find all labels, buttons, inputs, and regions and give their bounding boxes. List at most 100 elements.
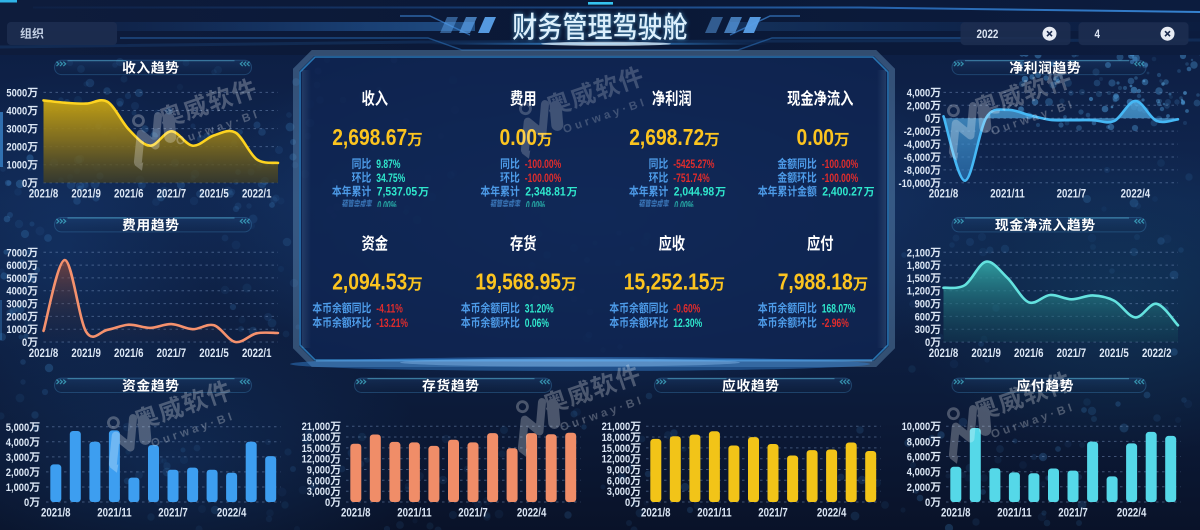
svg-text:2021/11: 2021/11: [397, 508, 432, 520]
svg-text:-4,000: -4,000: [904, 139, 931, 151]
svg-text:2021/11: 2021/11: [697, 508, 732, 520]
svg-text:1,500: 1,500: [907, 273, 930, 285]
svg-text:2,698.67: 2,698.67: [332, 124, 407, 150]
svg-text:0: 0: [925, 497, 930, 509]
svg-text:2021/8: 2021/8: [341, 508, 371, 520]
svg-text:12,000: 12,000: [302, 454, 331, 466]
svg-text:2021/9: 2021/9: [971, 348, 1001, 360]
svg-text:-0.60%: -0.60%: [673, 303, 700, 315]
svg-text:2021/8: 2021/8: [29, 189, 59, 201]
svg-text:2022/2: 2022/2: [1142, 348, 1172, 360]
svg-text:9.87%: 9.87%: [376, 159, 400, 171]
svg-text:15,252.15: 15,252.15: [624, 269, 710, 295]
svg-text:600: 600: [915, 311, 931, 323]
svg-text:0: 0: [24, 497, 29, 509]
svg-text:0: 0: [925, 113, 930, 125]
svg-text:2022/4: 2022/4: [817, 508, 847, 520]
svg-text:2022/4: 2022/4: [217, 508, 247, 520]
svg-text:3,000: 3,000: [307, 486, 330, 498]
svg-text:2021/5: 2021/5: [199, 189, 229, 201]
svg-text:2,044.98: 2,044.98: [674, 187, 715, 199]
svg-text:2022: 2022: [977, 27, 999, 41]
svg-text:34.75%: 34.75%: [376, 173, 405, 185]
svg-text:15,000: 15,000: [302, 443, 331, 455]
svg-text:2000: 2000: [6, 142, 27, 154]
svg-text:0: 0: [925, 337, 930, 349]
svg-text:-100.00%: -100.00%: [822, 159, 858, 171]
svg-text:2022/4: 2022/4: [1117, 508, 1147, 520]
svg-text:-751.74%: -751.74%: [673, 173, 709, 185]
svg-text:2021/6: 2021/6: [1014, 348, 1044, 360]
svg-text:-4.11%: -4.11%: [376, 303, 403, 315]
svg-text:2022/1: 2022/1: [242, 189, 272, 201]
svg-text:2,400.27: 2,400.27: [822, 187, 862, 199]
svg-text:2021/7: 2021/7: [157, 189, 187, 201]
svg-text:2022/4: 2022/4: [517, 508, 547, 520]
svg-text:2,348.81: 2,348.81: [525, 187, 566, 199]
svg-text:4000: 4000: [6, 286, 27, 298]
svg-text:2021/7: 2021/7: [157, 348, 187, 360]
svg-text:2021/11: 2021/11: [997, 508, 1032, 520]
svg-text:5000: 5000: [6, 273, 27, 285]
svg-text:4,000: 4,000: [6, 437, 29, 449]
svg-text:2021/7: 2021/7: [458, 508, 488, 520]
svg-text:2021/7: 2021/7: [1057, 189, 1087, 201]
svg-text:2000: 2000: [6, 311, 27, 323]
svg-text:-10,000: -10,000: [899, 178, 931, 190]
svg-text:-100.00%: -100.00%: [822, 173, 858, 185]
svg-text:2021/8: 2021/8: [929, 189, 959, 201]
svg-text:0.00%: 0.00%: [673, 201, 694, 213]
svg-text:2021/7: 2021/7: [1058, 508, 1088, 520]
svg-text:2021/9: 2021/9: [71, 348, 101, 360]
svg-text:15,000: 15,000: [602, 443, 631, 455]
svg-text:2021/7: 2021/7: [758, 508, 788, 520]
svg-text:2,000: 2,000: [6, 467, 29, 479]
svg-text:5,000: 5,000: [6, 422, 29, 434]
svg-text:0.00%: 0.00%: [525, 201, 546, 213]
svg-text:0.06%: 0.06%: [525, 318, 549, 330]
svg-text:6,000: 6,000: [307, 475, 330, 487]
svg-text:4000: 4000: [6, 106, 27, 118]
svg-text:0: 0: [22, 178, 27, 190]
svg-text:2,100: 2,100: [907, 247, 930, 259]
svg-text:-13.21%: -13.21%: [376, 318, 408, 330]
svg-text:-5425.27%: -5425.27%: [673, 159, 714, 171]
svg-text:-8,000: -8,000: [904, 165, 931, 177]
svg-text:12.30%: 12.30%: [673, 318, 702, 330]
svg-text:8,000: 8,000: [907, 436, 930, 448]
svg-text:5000: 5000: [6, 87, 27, 99]
svg-text:2021/8: 2021/8: [641, 508, 671, 520]
svg-text:10,000: 10,000: [902, 421, 931, 433]
svg-text:2021/6: 2021/6: [114, 348, 144, 360]
svg-text:4,000: 4,000: [907, 87, 930, 99]
svg-text:1000: 1000: [6, 160, 27, 172]
svg-text:2022/4: 2022/4: [1121, 189, 1151, 201]
svg-text:300: 300: [915, 324, 931, 336]
svg-text:6,000: 6,000: [907, 452, 930, 464]
svg-text:0: 0: [325, 497, 330, 509]
svg-text:18,000: 18,000: [602, 432, 631, 444]
svg-text:3,000: 3,000: [6, 452, 29, 464]
svg-text:2021/7: 2021/7: [1057, 348, 1087, 360]
svg-text:1,000: 1,000: [6, 482, 29, 494]
svg-text:2021/5: 2021/5: [199, 348, 229, 360]
svg-text:2021/11: 2021/11: [990, 189, 1025, 201]
svg-text:2,094.53: 2,094.53: [332, 269, 407, 295]
svg-text:7,988.18: 7,988.18: [778, 269, 853, 295]
svg-text:2021/8: 2021/8: [941, 508, 971, 520]
svg-text:21,000: 21,000: [602, 421, 631, 433]
svg-text:0: 0: [22, 337, 27, 349]
svg-text:7000: 7000: [6, 247, 27, 259]
svg-text:4: 4: [1095, 27, 1101, 41]
svg-text:12,000: 12,000: [602, 454, 631, 466]
svg-text:0.00%: 0.00%: [376, 201, 397, 213]
svg-text:7,537.05: 7,537.05: [377, 187, 418, 199]
svg-text:2021/8: 2021/8: [929, 348, 959, 360]
svg-text:-100.00%: -100.00%: [525, 159, 561, 171]
svg-text:4,000: 4,000: [907, 467, 930, 479]
svg-text:3000: 3000: [6, 299, 27, 311]
svg-text:2,000: 2,000: [907, 482, 930, 494]
svg-text:-2.96%: -2.96%: [822, 318, 849, 330]
svg-text:1,800: 1,800: [907, 260, 930, 272]
svg-text:0.00: 0.00: [500, 124, 538, 150]
